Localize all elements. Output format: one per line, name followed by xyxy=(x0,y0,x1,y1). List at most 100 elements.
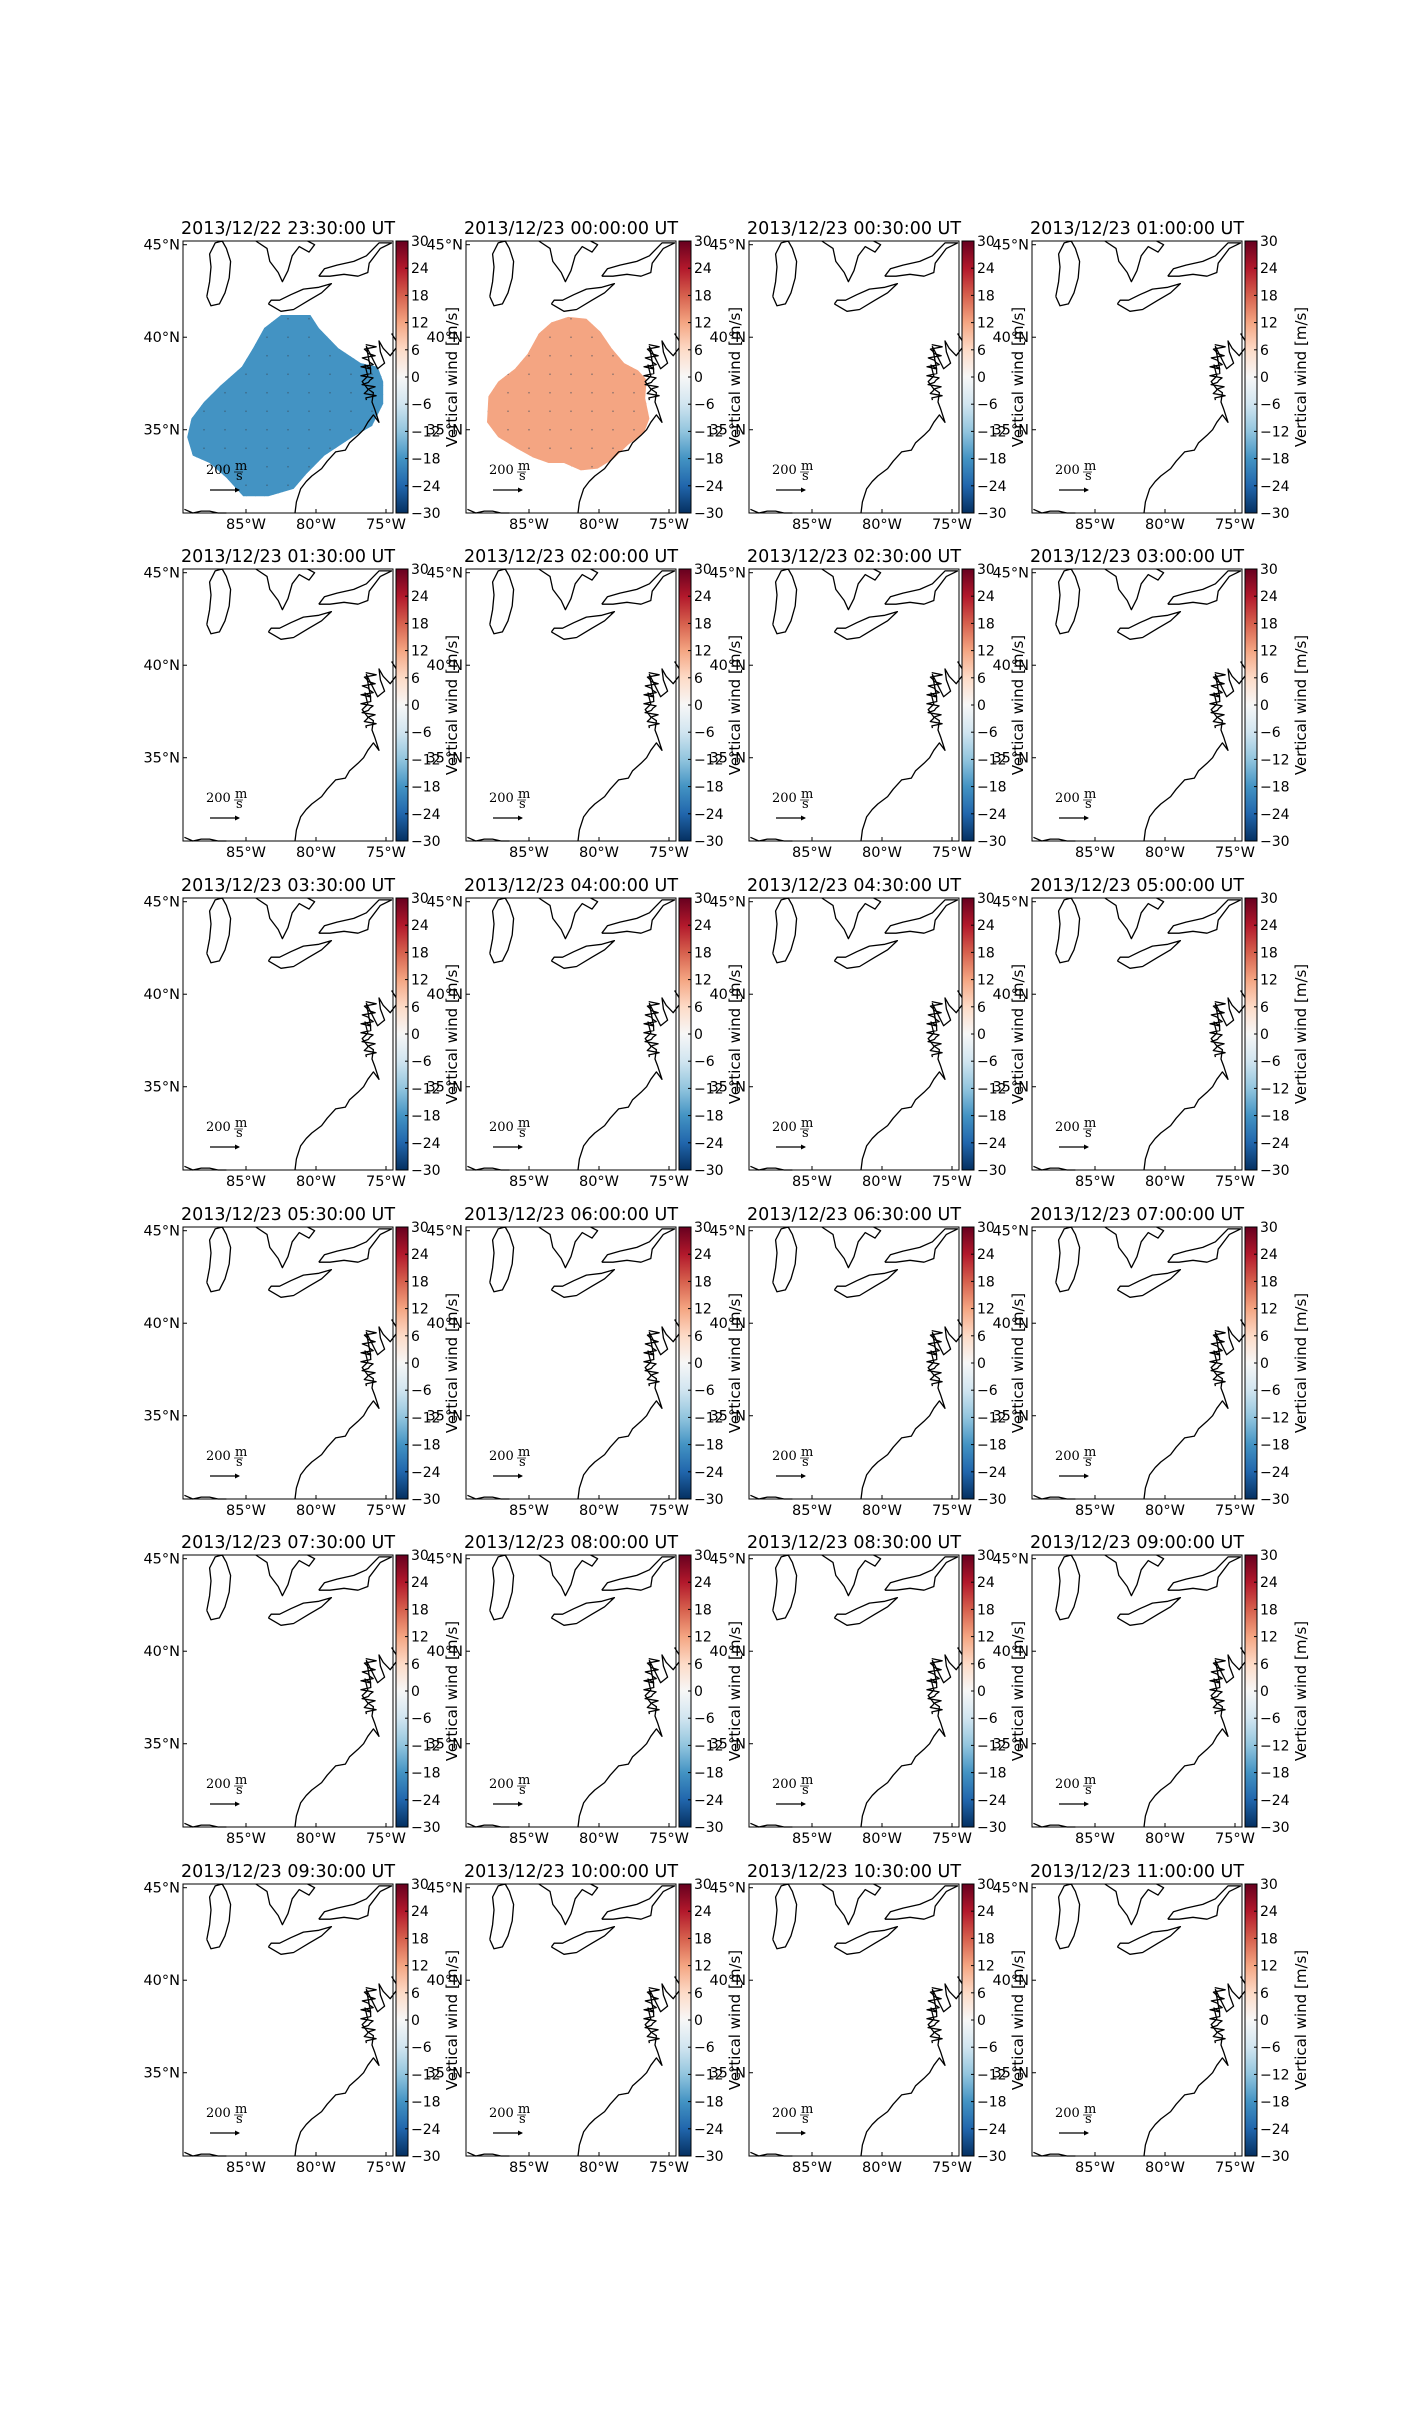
field-cell xyxy=(664,457,674,467)
y-tick-label: 45°N xyxy=(992,1224,1029,1240)
field-cell xyxy=(192,259,202,269)
colorbar-tick-label: −6 xyxy=(694,1054,715,1070)
field-cell xyxy=(520,367,530,377)
field-cell xyxy=(475,268,485,278)
vector-key-unit-den: s xyxy=(519,469,526,484)
field-cell xyxy=(237,358,247,368)
field-cell xyxy=(565,394,575,404)
field-cell xyxy=(264,394,274,404)
field-cell xyxy=(345,511,355,521)
field-cell xyxy=(565,250,575,260)
field-cell xyxy=(210,268,220,278)
field-cell xyxy=(327,484,337,494)
colorbar-tick-label: 18 xyxy=(977,616,995,632)
coastline-detail xyxy=(643,1000,660,1058)
vector-key-unit-num: m xyxy=(235,2102,247,2117)
field-cell xyxy=(327,295,337,305)
field-cell xyxy=(228,376,238,386)
field-cell xyxy=(372,403,382,413)
colorbar-tick-label: −18 xyxy=(977,2095,1007,2111)
field-cell xyxy=(619,286,629,296)
field-cell xyxy=(565,511,575,521)
field-cell xyxy=(538,502,548,512)
grid-point xyxy=(308,317,310,320)
field-cell xyxy=(354,493,364,497)
field-cell xyxy=(484,511,494,521)
field-cell xyxy=(646,493,656,503)
field-cell xyxy=(372,430,382,440)
colorbar-tick-label: 24 xyxy=(411,1575,429,1591)
field-cell xyxy=(273,376,283,386)
field-cell xyxy=(345,367,355,377)
grid-point xyxy=(549,484,551,486)
axes-frame xyxy=(465,1883,677,2157)
field-cell xyxy=(511,502,521,512)
field-cell xyxy=(246,376,256,386)
axes-frame xyxy=(748,1883,960,2157)
field-cell xyxy=(520,277,530,287)
field-cell xyxy=(592,304,602,314)
field-cell xyxy=(493,340,503,350)
field-cell xyxy=(547,340,557,350)
field-cell xyxy=(610,250,620,260)
field-cell xyxy=(574,457,584,467)
x-tick-label: 75°W xyxy=(649,845,689,861)
colorbar-tick-label: −30 xyxy=(694,506,724,522)
field-cell xyxy=(246,502,256,512)
field-cell xyxy=(300,493,310,497)
field-cell xyxy=(619,484,629,494)
field-cell xyxy=(487,376,494,386)
y-tick-label: 35°N xyxy=(709,751,746,767)
colorbar-tick-label: −18 xyxy=(694,1438,724,1454)
field-cell xyxy=(372,304,382,314)
field-cell xyxy=(381,277,391,287)
colorbar-tick-label: −24 xyxy=(1260,2122,1290,2138)
field-cell xyxy=(219,502,229,512)
field-cell xyxy=(619,475,629,485)
field-cell xyxy=(511,448,521,458)
y-tick-label: 45°N xyxy=(992,566,1029,582)
field-cell xyxy=(502,316,512,323)
colorbar-label: Vertical wind [m/s] xyxy=(726,1621,744,1761)
field-cell xyxy=(255,493,265,497)
y-tick-label: 45°N xyxy=(709,895,746,911)
field-cell xyxy=(219,259,229,269)
y-tick-label: 45°N xyxy=(426,1881,463,1897)
vertical-wind-field xyxy=(187,241,391,521)
field-cell xyxy=(336,268,346,278)
field-cell xyxy=(493,286,503,296)
field-cell xyxy=(619,331,629,341)
field-cell xyxy=(592,259,602,269)
field-cell xyxy=(538,367,548,377)
colorbar-tick-label: 30 xyxy=(411,1877,429,1893)
field-cell xyxy=(246,421,256,431)
field-cell xyxy=(354,385,364,395)
colorbar-label: Vertical wind [m/s] xyxy=(443,964,461,1104)
field-cell xyxy=(601,340,611,350)
field-cell xyxy=(336,315,346,323)
x-tick-label: 85°W xyxy=(509,2160,549,2176)
colorbar-tick-label: −6 xyxy=(1260,725,1281,741)
colorbar-tick-label: 24 xyxy=(1260,918,1278,934)
grid-point xyxy=(633,410,635,413)
field-cell xyxy=(502,439,512,449)
field-cell xyxy=(547,385,557,395)
field-cell xyxy=(327,349,337,359)
field-cell xyxy=(354,403,364,413)
colorbar-tick-label: −24 xyxy=(977,1465,1007,1481)
field-cell xyxy=(210,412,220,422)
field-cell xyxy=(628,466,638,471)
vector-key: 200 ms xyxy=(1055,787,1096,821)
field-cell xyxy=(619,358,629,368)
vector-key: 200 ms xyxy=(1055,459,1096,493)
colorbar-tick-label: 30 xyxy=(694,562,712,578)
field-cell xyxy=(511,421,521,431)
y-tick-label: 35°N xyxy=(143,1409,180,1425)
grid-point xyxy=(487,428,488,431)
field-cell xyxy=(493,367,503,377)
field-cell xyxy=(345,241,355,251)
colorbar-tick-label: −24 xyxy=(694,479,724,495)
